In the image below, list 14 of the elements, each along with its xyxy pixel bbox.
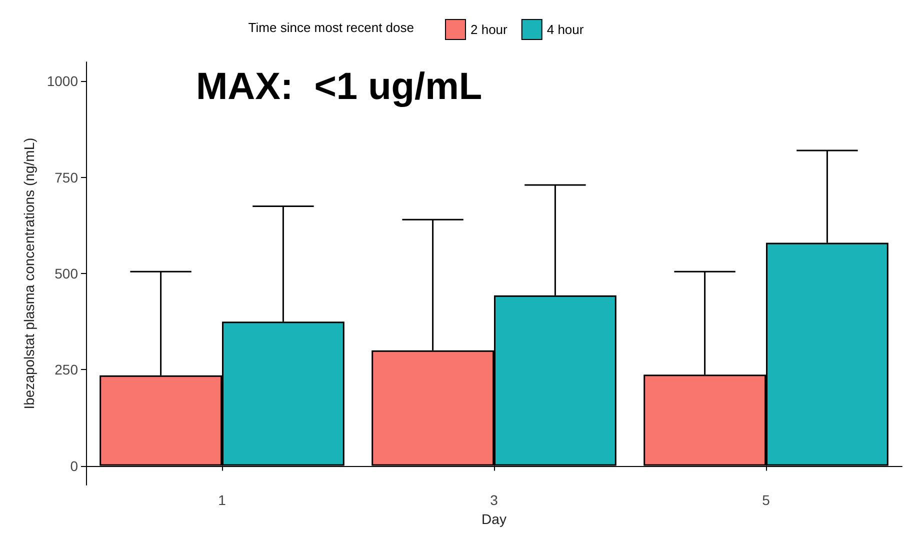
y-tick-label: 0 — [70, 458, 78, 474]
y-tick-label: 500 — [54, 266, 78, 282]
annotation: MAX: <1 ug/mL — [196, 66, 482, 108]
x-tick-label: 1 — [218, 492, 226, 508]
x-tick-label: 3 — [490, 492, 498, 508]
legend-label: 4 hour — [546, 22, 584, 37]
legend-title: Time since most recent dose — [248, 20, 414, 35]
x-tick-label: 5 — [762, 492, 770, 508]
y-tick-label: 250 — [54, 362, 78, 378]
y-tick-label: 1000 — [46, 73, 78, 90]
y-tick-label: 750 — [54, 169, 78, 186]
y-axis-title: Ibezapolstat plasma concentrations (ng/mL) — [20, 138, 37, 410]
legend-label: 2 hour — [470, 22, 508, 37]
x-axis-title: Day — [482, 510, 506, 527]
